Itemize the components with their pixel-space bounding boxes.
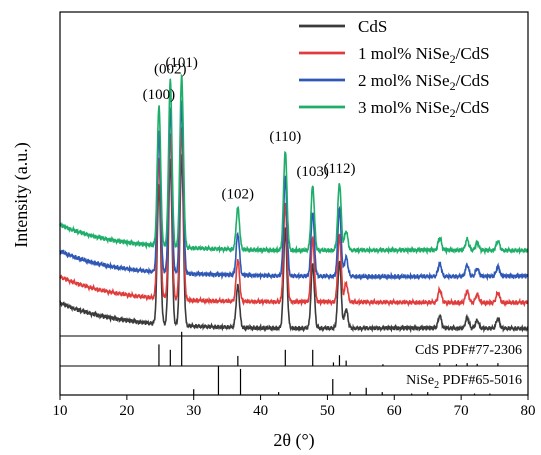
legend-label-2: 1 mol% NiSe2/CdS <box>358 44 490 66</box>
legend-label-main-1: CdS <box>358 17 387 36</box>
legend-label-main-4: 3 mol% NiSe <box>358 98 450 117</box>
legend-label-suffix-2: /CdS <box>456 44 490 63</box>
reference-nise2-label: NiSe2 PDF#65-5016 <box>406 373 522 391</box>
reference-nise2-label-prefix: NiSe <box>406 373 434 388</box>
plot-frame <box>59 11 529 396</box>
legend-label-sub-2: 2 <box>450 52 456 66</box>
peak-label-6: (103) <box>296 164 329 180</box>
legend-label-main-3: 2 mol% NiSe <box>358 71 450 90</box>
peak-label-1: (100) <box>143 87 176 103</box>
x-tick-label-4: 40 <box>253 403 268 419</box>
legend-label-4: 3 mol% NiSe2/CdS <box>358 98 490 120</box>
series-line-2 <box>59 126 529 308</box>
series-line-1 <box>59 154 529 334</box>
legend-label-suffix-3: /CdS <box>456 71 490 90</box>
legend-label-suffix-4: /CdS <box>456 98 490 117</box>
series-line-3 <box>59 100 529 282</box>
legend-label-3: 2 mol% NiSe2/CdS <box>358 71 490 93</box>
x-tick-label-1: 10 <box>53 403 68 419</box>
peak-label-2: (002) <box>154 62 187 78</box>
peak-label-5: (110) <box>269 129 301 145</box>
peak-label-3: (101) <box>165 55 198 71</box>
x-axis-label: 2θ (°) <box>273 430 314 451</box>
y-axis-label: Intensity (a.u.) <box>11 142 32 247</box>
peak-labels: (100) (002)(101) (102) (110) (103)(112) <box>143 55 356 202</box>
x-tick-label-5: 50 <box>320 403 335 419</box>
series-layer <box>59 73 529 334</box>
reference-patterns <box>158 331 499 395</box>
series-line-4 <box>59 73 529 256</box>
legend-label-1: CdS <box>358 17 387 36</box>
legend-label-sub-3: 2 <box>450 79 456 93</box>
x-axis: 10 20 30 40 50 60 70 80 <box>53 395 536 419</box>
reference-cds-label: CdS PDF#77-2306 <box>415 343 522 358</box>
legend-label-sub-4: 2 <box>450 106 456 120</box>
x-tick-label-3: 30 <box>186 403 201 419</box>
peak-label-7: (112) <box>324 161 356 177</box>
peak-label-4: (102) <box>222 186 255 202</box>
legend-label-main-2: 1 mol% NiSe <box>358 44 450 63</box>
x-tick-label-2: 20 <box>119 403 134 419</box>
reference-nise2-label-suffix: PDF#65-5016 <box>439 373 522 388</box>
x-tick-label-6: 60 <box>387 403 402 419</box>
reference-nise2-label-sub: 2 <box>434 380 439 391</box>
x-tick-label-8: 80 <box>521 403 536 419</box>
x-tick-label-7: 70 <box>454 403 469 419</box>
